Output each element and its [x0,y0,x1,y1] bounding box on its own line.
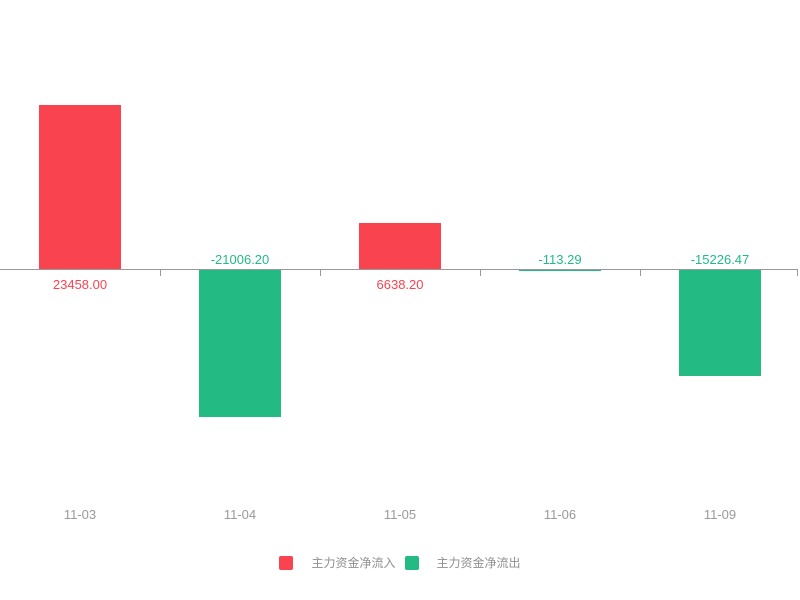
value-label-11-09: -15226.47 [690,252,750,267]
bar-11-04[interactable] [199,270,281,417]
legend: 主力资金净流入 主力资金净流出 [0,555,800,571]
legend-item-outflow[interactable]: 主力资金净流出 [404,555,521,571]
x-axis-tick [320,270,321,276]
x-axis-tick [797,270,798,276]
legend-label-inflow: 主力资金净流入 [311,556,396,570]
x-axis-label-11-09: 11-09 [703,507,737,522]
x-axis-label-11-03: 11-03 [63,507,97,522]
value-label-11-05: 6638.20 [376,277,424,292]
legend-item-inflow[interactable]: 主力资金净流入 [279,555,396,571]
value-label-11-03: 23458.00 [52,277,108,292]
value-label-11-04: -21006.20 [210,252,270,267]
outflow-swatch-icon [404,556,419,570]
bar-11-06[interactable] [519,270,601,271]
x-axis-label-11-04: 11-04 [223,507,257,522]
plot-area: 23458.00 11-03 -21006.20 11-04 6638.20 11-05 -… [0,105,798,522]
x-axis-tick [160,270,161,276]
x-axis-label-11-06: 11-06 [543,507,577,522]
x-axis-label-11-05: 11-05 [383,507,417,522]
bar-11-09[interactable] [679,270,761,376]
legend-label-outflow: 主力资金净流出 [436,556,521,570]
x-axis-tick [640,270,641,276]
value-label-11-06: -113.29 [538,252,582,267]
inflow-swatch-icon [279,556,294,570]
bar-11-03[interactable] [39,105,121,269]
x-axis-line [0,269,798,270]
bar-11-05[interactable] [359,223,441,269]
x-axis-tick [480,270,481,276]
